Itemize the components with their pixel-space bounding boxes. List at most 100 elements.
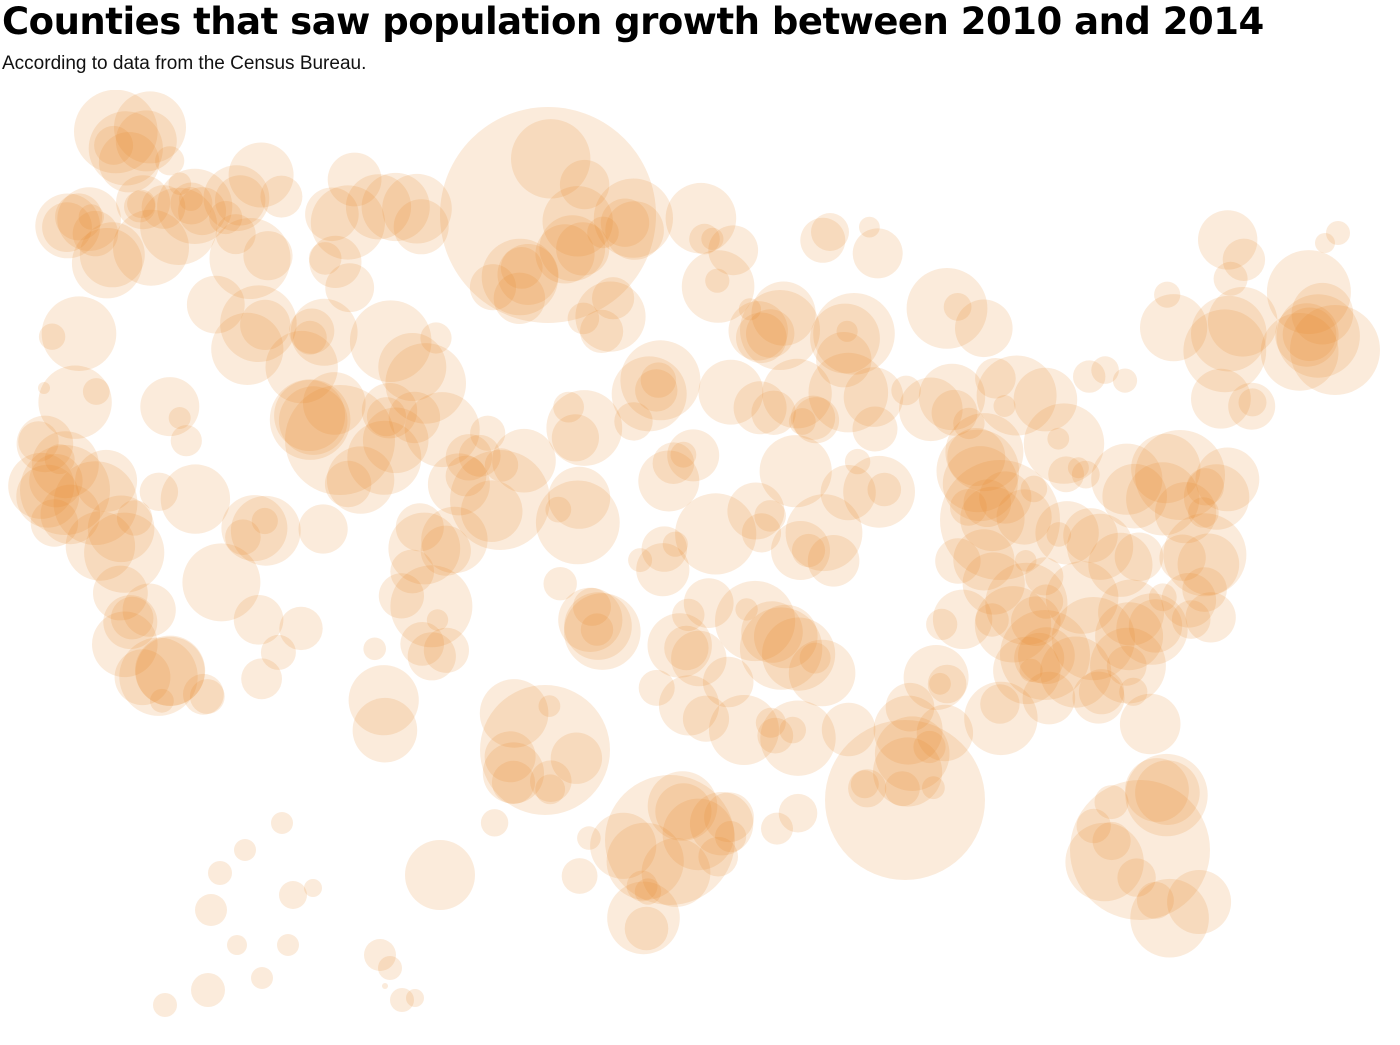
county-bubble (1046, 522, 1072, 547)
county-bubble (556, 222, 610, 276)
county-bubble (885, 682, 935, 732)
county-bubble (450, 450, 550, 550)
county-bubble (362, 407, 429, 474)
county-bubble (605, 775, 735, 905)
bubble-map (0, 90, 1400, 1040)
county-bubble (385, 343, 467, 424)
county-bubble (739, 607, 823, 690)
county-bubble (1019, 658, 1043, 683)
county-bubble (421, 506, 488, 574)
county-bubble (228, 142, 294, 208)
county-bubble (1154, 281, 1181, 308)
county-bubble (153, 993, 177, 1017)
county-bubble (662, 531, 688, 557)
county-bubble (740, 290, 820, 370)
county-bubble (843, 455, 915, 528)
county-bubble (535, 480, 620, 565)
county-bubble (810, 303, 880, 374)
county-bubble (279, 606, 323, 651)
county-bubble (114, 91, 186, 164)
county-bubble (543, 567, 577, 601)
county-bubble (1130, 878, 1209, 958)
county-bubble (484, 448, 519, 482)
county-bubble (1065, 822, 1144, 902)
county-bubble (762, 617, 836, 691)
county-bubble (592, 277, 635, 320)
county-bubble (850, 770, 879, 799)
county-bubble (388, 391, 441, 444)
county-bubble (8, 452, 75, 519)
county-bubble (440, 107, 656, 323)
county-bubble (29, 454, 83, 508)
page-subtitle: According to data from the Census Bureau… (2, 53, 367, 74)
county-bubble (1125, 753, 1208, 837)
county-bubble (390, 565, 473, 648)
county-bubble (751, 390, 796, 435)
county-bubble (404, 392, 480, 468)
county-bubble (305, 187, 359, 242)
county-bubble (779, 716, 806, 744)
county-bubble (221, 495, 288, 562)
county-bubble (141, 185, 186, 229)
county-bubble (757, 717, 794, 754)
county-bubble (1291, 282, 1354, 345)
county-bubble (427, 453, 490, 516)
county-bubble (1114, 532, 1164, 582)
county-bubble (38, 323, 66, 350)
county-bubble (470, 415, 506, 451)
county-bubble (1276, 294, 1360, 378)
county-bubble (689, 223, 720, 255)
county-bubble (962, 552, 1025, 615)
county-bubble (480, 685, 610, 815)
county-bubble (709, 695, 779, 765)
county-bubble (1023, 403, 1105, 484)
county-bubble (366, 397, 407, 437)
county-bubble (407, 632, 456, 681)
county-bubble (927, 664, 967, 704)
county-bubble (113, 209, 189, 286)
county-bubble (979, 471, 1032, 524)
county-bubble (140, 187, 218, 265)
county-bubble (539, 215, 606, 282)
county-bubble (929, 672, 951, 695)
county-bubble (1119, 677, 1148, 706)
county-bubble (1159, 534, 1206, 581)
county-bubble (874, 716, 950, 791)
county-bubble (955, 299, 1013, 358)
county-bubble (935, 538, 981, 584)
county-bubble (274, 380, 346, 451)
county-bubble (733, 381, 787, 435)
county-bubble (426, 609, 449, 631)
county-bubble (183, 673, 224, 715)
county-bubble (382, 983, 388, 989)
county-bubble (103, 595, 158, 650)
county-bubble (92, 611, 158, 678)
county-bubble (836, 320, 858, 342)
county-bubble (538, 695, 561, 717)
county-bubble (1112, 368, 1138, 393)
county-bubble (638, 450, 700, 512)
county-bubble (1035, 501, 1099, 565)
county-bubble (953, 529, 1015, 591)
county-bubble (620, 340, 701, 421)
county-bubble (65, 511, 136, 581)
county-bubble (788, 639, 856, 707)
county-bubble (611, 356, 687, 432)
county-bubble (1098, 579, 1165, 646)
county-bubble (575, 281, 646, 352)
county-bubble (735, 598, 758, 621)
county-bubble (1198, 210, 1258, 270)
county-bubble (918, 363, 986, 431)
county-bubble (891, 375, 921, 406)
county-bubble (606, 822, 684, 900)
county-bubble (74, 90, 158, 174)
county-bubble (480, 809, 509, 837)
county-bubble (698, 359, 764, 425)
county-bubble (546, 390, 623, 466)
county-bubble (1140, 294, 1208, 362)
county-bubble (55, 193, 103, 241)
county-bubble (497, 244, 559, 305)
county-bubble (985, 562, 1068, 645)
county-bubble (932, 589, 993, 649)
county-bubble (626, 870, 658, 902)
